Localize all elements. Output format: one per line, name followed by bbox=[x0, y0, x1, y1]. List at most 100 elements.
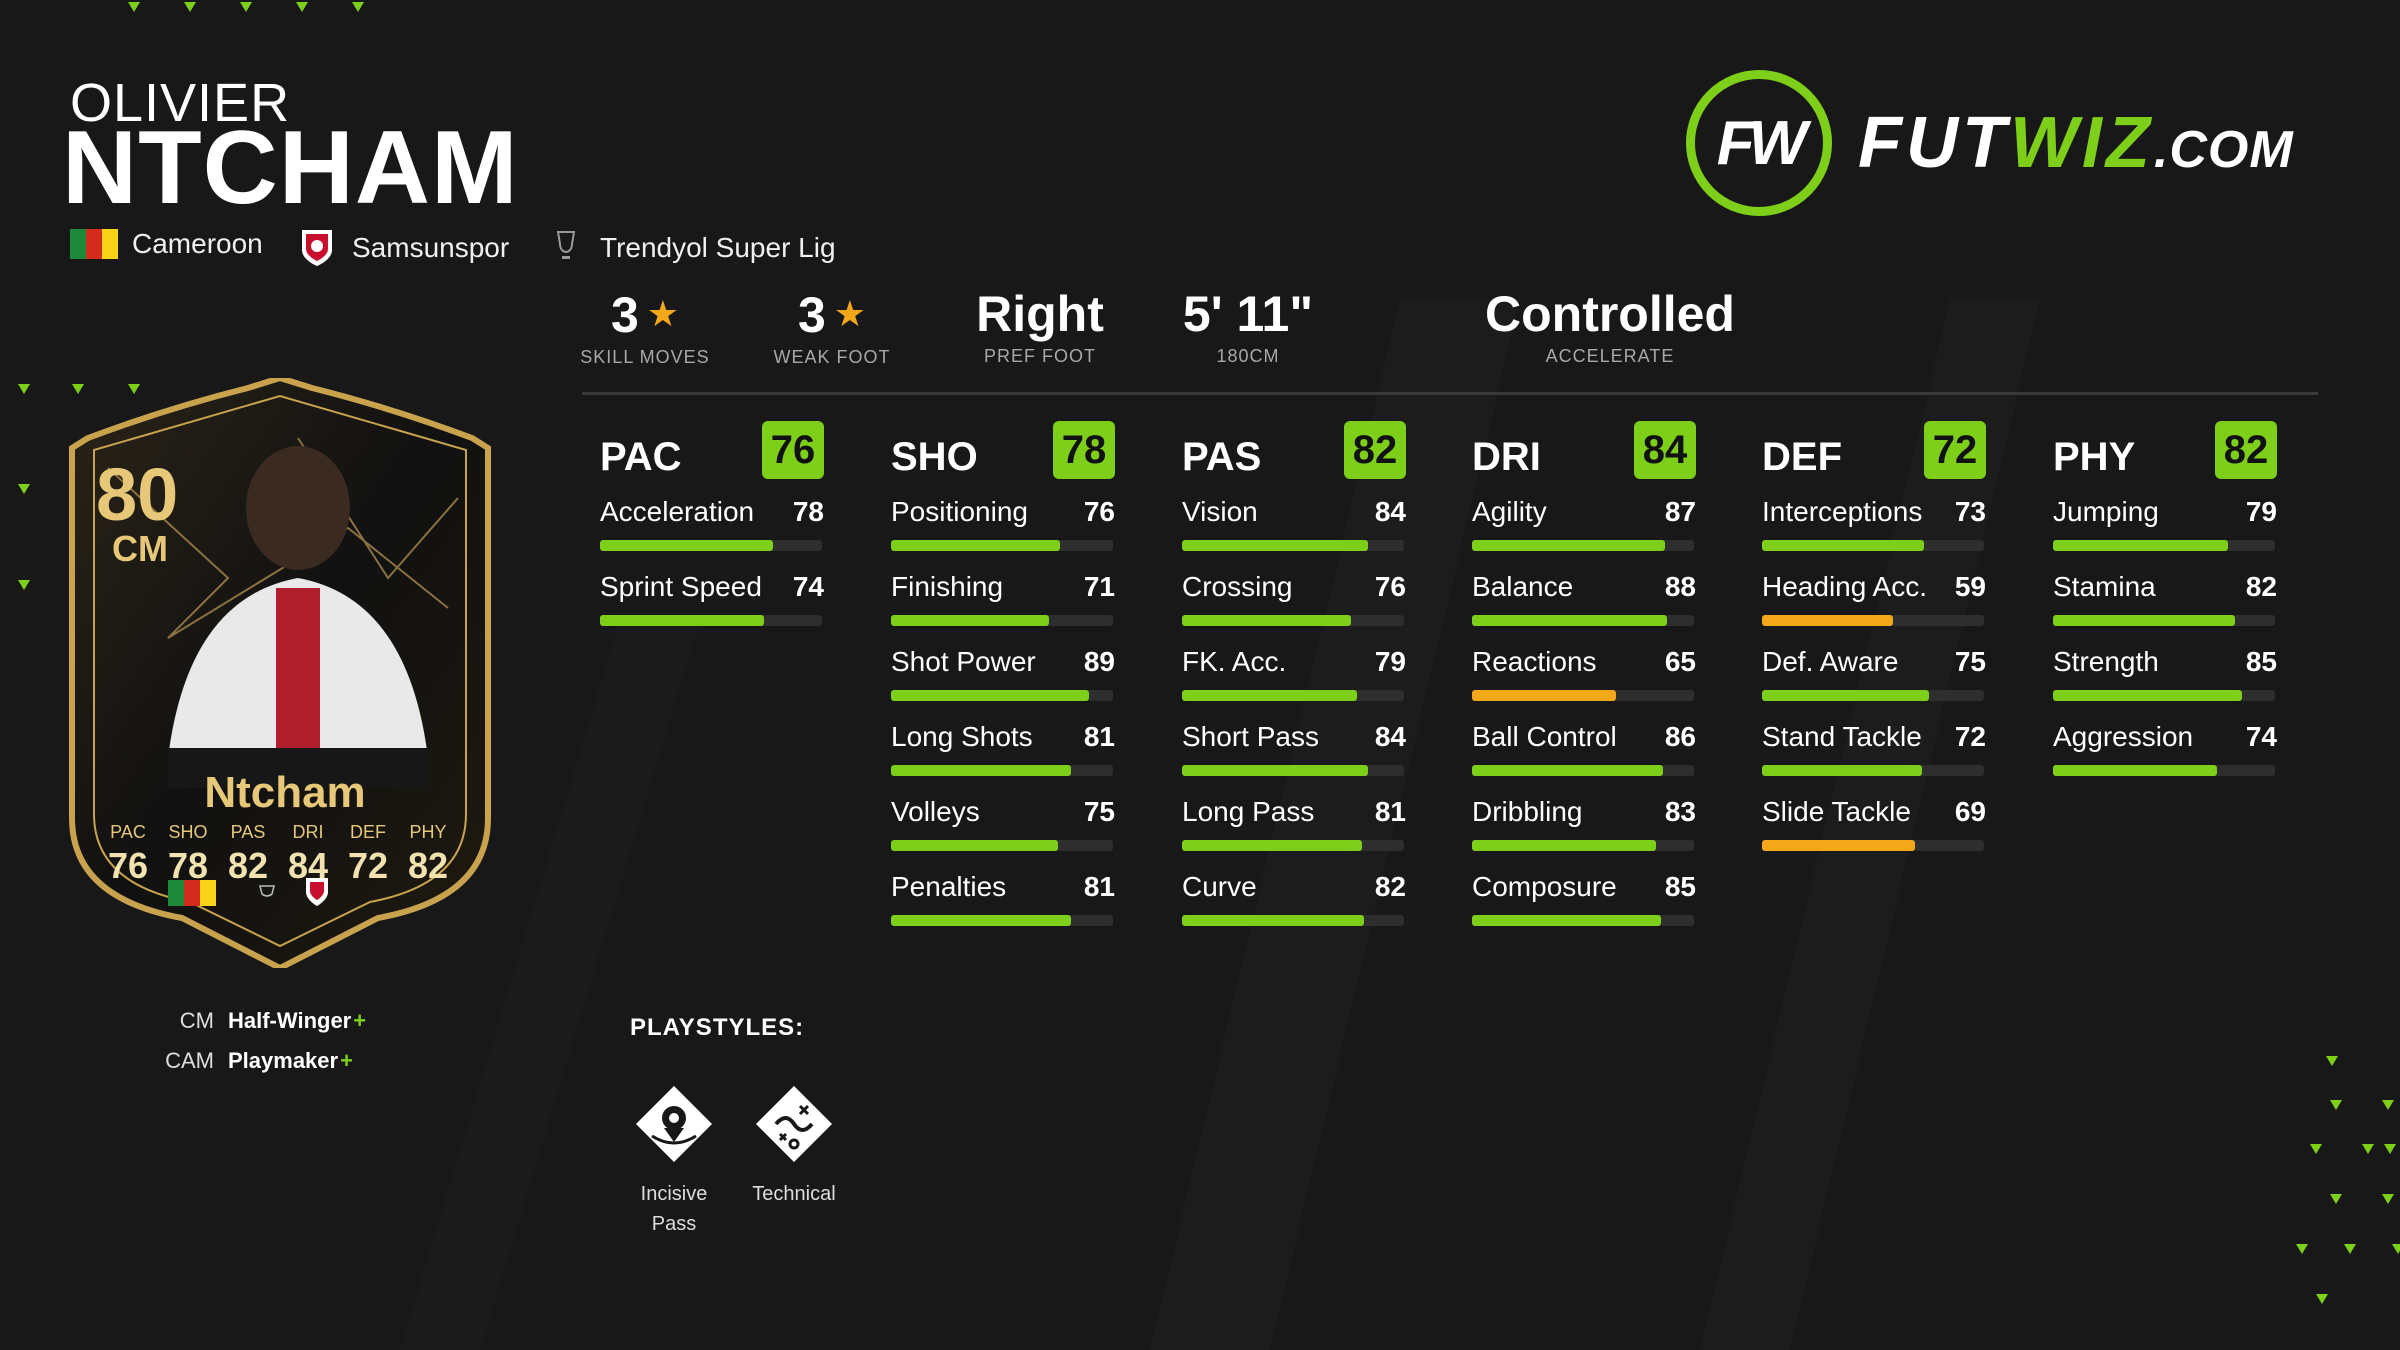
card-stat-phy: PHY 82 bbox=[407, 822, 449, 886]
stat-bar-fill bbox=[1472, 915, 1661, 926]
stat-bar-fill bbox=[891, 540, 1060, 551]
stat-label: Curve bbox=[1182, 871, 1257, 902]
star-icon: ★ bbox=[646, 293, 680, 334]
star-icon: ★ bbox=[833, 293, 867, 334]
role-cam[interactable]: CAM Playmaker+ bbox=[165, 1048, 353, 1073]
stat-row: Def. Aware 75 bbox=[1762, 646, 1986, 705]
stat-bar bbox=[2053, 765, 2275, 776]
triangle-decoration bbox=[72, 384, 84, 394]
stat-bar-fill bbox=[1762, 765, 1922, 776]
triangle-decoration bbox=[18, 484, 30, 494]
player-first-name: OLIVIER bbox=[70, 73, 291, 133]
stat-bar-fill bbox=[1472, 690, 1617, 701]
triangle-decoration bbox=[18, 384, 30, 394]
stat-bar bbox=[1182, 915, 1404, 926]
stat-value: 76 bbox=[1083, 496, 1115, 527]
stat-value: 85 bbox=[1664, 871, 1696, 902]
triangle-decoration bbox=[2392, 1244, 2400, 1254]
league-info[interactable]: Trendyol Super Lig bbox=[550, 228, 836, 268]
stat-bar-fill bbox=[1182, 690, 1358, 701]
stat-row: Crossing 76 bbox=[1182, 571, 1406, 630]
stat-value: 73 bbox=[1954, 496, 1986, 527]
stat-bar-fill bbox=[1182, 765, 1369, 776]
triangle-decoration bbox=[2362, 1144, 2374, 1154]
stat-bar-fill bbox=[891, 615, 1049, 626]
club-info[interactable]: Samsunspor bbox=[300, 228, 509, 268]
stat-value: 84 bbox=[1374, 721, 1406, 752]
stat-bar bbox=[891, 765, 1113, 776]
stat-value: 78 bbox=[792, 496, 824, 527]
stat-value: 79 bbox=[2245, 496, 2277, 527]
stat-value: 76 bbox=[1374, 571, 1406, 602]
stats-divider bbox=[582, 392, 2318, 395]
plus-icon: + bbox=[340, 1048, 353, 1073]
stat-category-name: DRI bbox=[1472, 434, 1541, 479]
stat-row: Acceleration 78 bbox=[600, 496, 824, 555]
player-card[interactable] bbox=[48, 378, 512, 968]
stat-bar-fill bbox=[1472, 840, 1657, 851]
stat-bar bbox=[1762, 840, 1984, 851]
plus-icon: + bbox=[353, 1008, 367, 1033]
role-cm[interactable]: CM Half-Winger+ bbox=[179, 1008, 367, 1033]
skill-moves: 3 ★ SKILL MOVES bbox=[580, 287, 710, 367]
stat-bar bbox=[1472, 915, 1694, 926]
stat-column-header: PHY 82 bbox=[2053, 420, 2277, 480]
stat-value: 59 bbox=[1954, 571, 1986, 602]
stat-category-name: PAS bbox=[1182, 434, 1262, 479]
futwiz-logo[interactable]: FW FUTWIZ.COM bbox=[1686, 70, 2294, 216]
stat-bar-fill bbox=[1472, 765, 1663, 776]
stat-bar bbox=[891, 615, 1113, 626]
stat-column-header: DEF 72 bbox=[1762, 420, 1986, 480]
stat-value: 74 bbox=[2245, 721, 2277, 752]
stat-bar-fill bbox=[2053, 615, 2236, 626]
stat-bar-fill bbox=[1472, 540, 1666, 551]
stat-bar-fill bbox=[600, 615, 765, 626]
stat-row: Shot Power 89 bbox=[891, 646, 1115, 705]
league-label: Trendyol Super Lig bbox=[600, 232, 836, 263]
nation-info[interactable]: Cameroon bbox=[70, 228, 263, 260]
stat-category-rating: 82 bbox=[2215, 421, 2277, 479]
stat-label: Stamina bbox=[2053, 571, 2156, 602]
triangle-decoration bbox=[2316, 1294, 2328, 1304]
stat-bar-fill bbox=[1182, 840, 1362, 851]
stat-bar bbox=[891, 540, 1113, 551]
card-position: CM bbox=[112, 528, 168, 569]
preferred-foot: Right PREF FOOT bbox=[976, 286, 1104, 366]
stat-column-header: DRI 84 bbox=[1472, 420, 1696, 480]
stat-bar-fill bbox=[891, 840, 1058, 851]
samsunspor-crest-icon bbox=[302, 230, 332, 266]
playstyle-incisive-pass[interactable]: Incisive Pass bbox=[614, 1084, 734, 1239]
stat-label: Interceptions bbox=[1762, 496, 1923, 527]
stat-category-rating: 72 bbox=[1924, 421, 1986, 479]
stat-category-name: PAC bbox=[600, 434, 682, 479]
stat-bar bbox=[1472, 540, 1694, 551]
stat-row: Composure 85 bbox=[1472, 871, 1696, 930]
stat-row: Stamina 82 bbox=[2053, 571, 2277, 630]
stat-value: 69 bbox=[1954, 796, 1986, 827]
stat-category-rating: 84 bbox=[1634, 421, 1696, 479]
stat-category-rating: 78 bbox=[1053, 421, 1115, 479]
stat-column-header: SHO 78 bbox=[891, 420, 1115, 480]
stat-column-phy: PHY 82 Jumping 79 Stamina 82 Strength 85 Aggress… bbox=[2053, 420, 2277, 780]
stat-bar bbox=[1762, 690, 1984, 701]
triangle-decoration bbox=[128, 2, 140, 12]
club-label: Samsunspor bbox=[352, 232, 510, 263]
stat-label: Vision bbox=[1182, 496, 1258, 527]
stat-label: Long Pass bbox=[1182, 796, 1315, 827]
stat-row: Short Pass 84 bbox=[1182, 721, 1406, 780]
stat-value: 84 bbox=[1374, 496, 1406, 527]
stat-value: 85 bbox=[2245, 646, 2277, 677]
triangle-decoration bbox=[2330, 1194, 2342, 1204]
stat-row: Heading Acc. 59 bbox=[1762, 571, 1986, 630]
stat-value: 72 bbox=[1954, 721, 1986, 752]
playstyle-technical[interactable]: Technical bbox=[734, 1084, 854, 1209]
stat-label: Agility bbox=[1472, 496, 1547, 527]
stat-column-header: PAC 76 bbox=[600, 420, 824, 480]
stat-bar bbox=[1472, 765, 1694, 776]
stat-bar bbox=[1762, 540, 1984, 551]
stat-label: Penalties bbox=[891, 871, 1007, 902]
stat-value: 79 bbox=[1374, 646, 1406, 677]
stat-label: Finishing bbox=[891, 571, 1004, 602]
stat-bar bbox=[1182, 840, 1404, 851]
stat-value: 87 bbox=[1664, 496, 1696, 527]
